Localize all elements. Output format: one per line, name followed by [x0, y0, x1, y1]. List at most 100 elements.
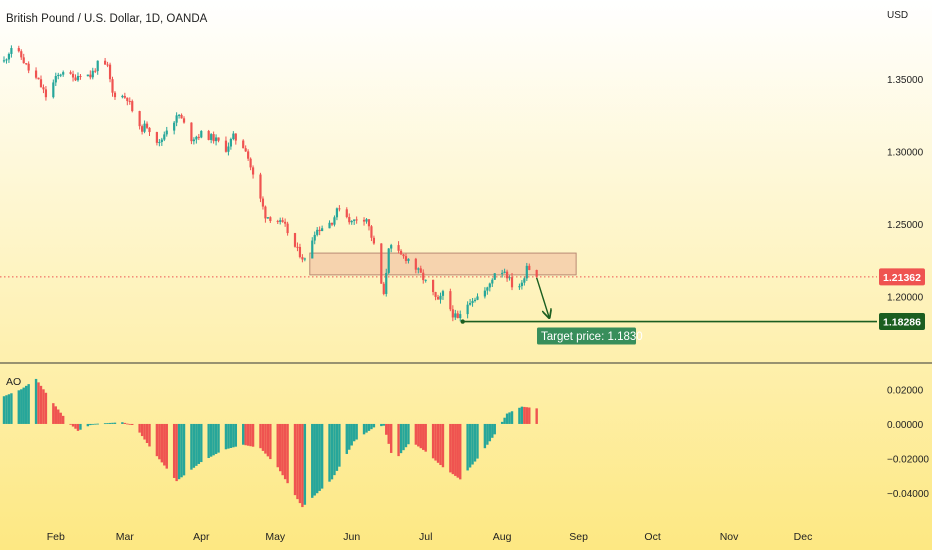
- resistance-zone[interactable]: [309, 252, 577, 276]
- candle-body: [7, 53, 11, 60]
- candle: [96, 60, 99, 75]
- candle: [62, 70, 65, 77]
- candle-body: [313, 234, 316, 241]
- candle-body: [148, 127, 151, 133]
- candle: [293, 232, 297, 248]
- ao-bar: [518, 407, 521, 424]
- candle-body: [232, 133, 235, 140]
- candle: [224, 136, 228, 153]
- ao-bar: [434, 423, 437, 461]
- ao-bar: [365, 423, 368, 433]
- ao-bar: [39, 385, 43, 424]
- candle: [261, 196, 265, 210]
- ao-bar: [212, 423, 215, 456]
- ao-bar: [488, 423, 492, 442]
- candle: [158, 139, 161, 147]
- target-price-badge-bg: [879, 313, 925, 331]
- candle: [525, 262, 528, 282]
- price-tick-label: 1.30000: [887, 147, 924, 158]
- candle-body: [180, 114, 183, 119]
- candle: [177, 113, 181, 119]
- candle: [417, 267, 420, 274]
- candle: [126, 97, 129, 106]
- current-price-badge[interactable]: 1.21362: [879, 268, 925, 286]
- candle-body: [466, 304, 469, 315]
- candle: [57, 72, 60, 80]
- ao-bar: [143, 423, 146, 440]
- candle-body: [261, 198, 265, 207]
- candle: [259, 172, 262, 203]
- candle-body: [247, 151, 250, 159]
- candle-body: [468, 302, 472, 305]
- candle: [434, 291, 437, 301]
- time-tick-label: Jun: [343, 531, 360, 543]
- ao-bar: [94, 423, 97, 425]
- ao-bar: [269, 423, 272, 460]
- target-price-badge[interactable]: 1.18286: [879, 313, 925, 331]
- ao-bar: [459, 423, 462, 480]
- candle: [350, 220, 353, 225]
- ao-bar: [42, 389, 45, 424]
- ao-bar: [372, 423, 376, 428]
- ao-bar: [301, 423, 304, 508]
- candle-body: [121, 95, 124, 98]
- ao-bar: [172, 423, 176, 478]
- ao-bar: [385, 423, 388, 435]
- candle: [365, 218, 368, 224]
- candle-body: [434, 292, 437, 297]
- candle-body: [476, 296, 479, 300]
- ao-bar: [422, 423, 425, 450]
- ao-bar: [370, 423, 373, 430]
- ao-bar: [486, 423, 489, 445]
- ao-bar: [57, 409, 60, 424]
- price-overlays: [0, 276, 877, 324]
- candle: [402, 253, 405, 259]
- candle: [397, 241, 400, 254]
- ao-bar: [79, 423, 82, 430]
- ao-bar: [439, 423, 442, 466]
- ao-bar: [330, 423, 334, 480]
- candle: [501, 269, 504, 278]
- ao-bar: [313, 423, 316, 496]
- candle: [362, 217, 366, 226]
- target-annotation[interactable]: Target price: 1.1830: [537, 327, 643, 345]
- ao-bar: [348, 423, 351, 450]
- ao-bar: [234, 423, 238, 447]
- candle-body: [365, 219, 368, 222]
- candle-body: [54, 76, 57, 83]
- candle: [242, 139, 245, 149]
- candle-body: [217, 137, 220, 141]
- ao-bar: [380, 423, 383, 427]
- candle-body: [422, 272, 425, 281]
- candle: [123, 92, 126, 99]
- candle-body: [276, 220, 279, 222]
- ao-bar: [382, 423, 385, 426]
- time-tick-label: Oct: [644, 531, 660, 543]
- candle-body: [451, 309, 454, 318]
- ao-bar: [192, 423, 196, 468]
- ao-bar: [338, 423, 341, 467]
- candle: [454, 309, 457, 321]
- candle-body: [158, 142, 161, 144]
- candle: [451, 305, 454, 322]
- ao-bar: [367, 423, 371, 431]
- candle: [212, 131, 215, 144]
- candle-body: [145, 123, 149, 128]
- candle-body: [111, 79, 114, 93]
- candle: [42, 84, 45, 94]
- candle-body: [417, 268, 420, 270]
- ao-axis: 0.02000 0.00000 −0.02000 −0.04000: [887, 385, 929, 500]
- candle: [234, 133, 237, 145]
- candle-body: [345, 209, 348, 218]
- candle-body: [160, 139, 163, 143]
- current-price-badge-label: 1.21362: [883, 272, 921, 284]
- ao-bar: [214, 423, 218, 454]
- ao-bar: [131, 423, 134, 425]
- candle: [128, 97, 131, 105]
- candle: [217, 137, 220, 143]
- ao-bar: [24, 385, 28, 424]
- candle: [39, 75, 43, 88]
- candle: [266, 217, 269, 219]
- ao-bar: [311, 423, 314, 498]
